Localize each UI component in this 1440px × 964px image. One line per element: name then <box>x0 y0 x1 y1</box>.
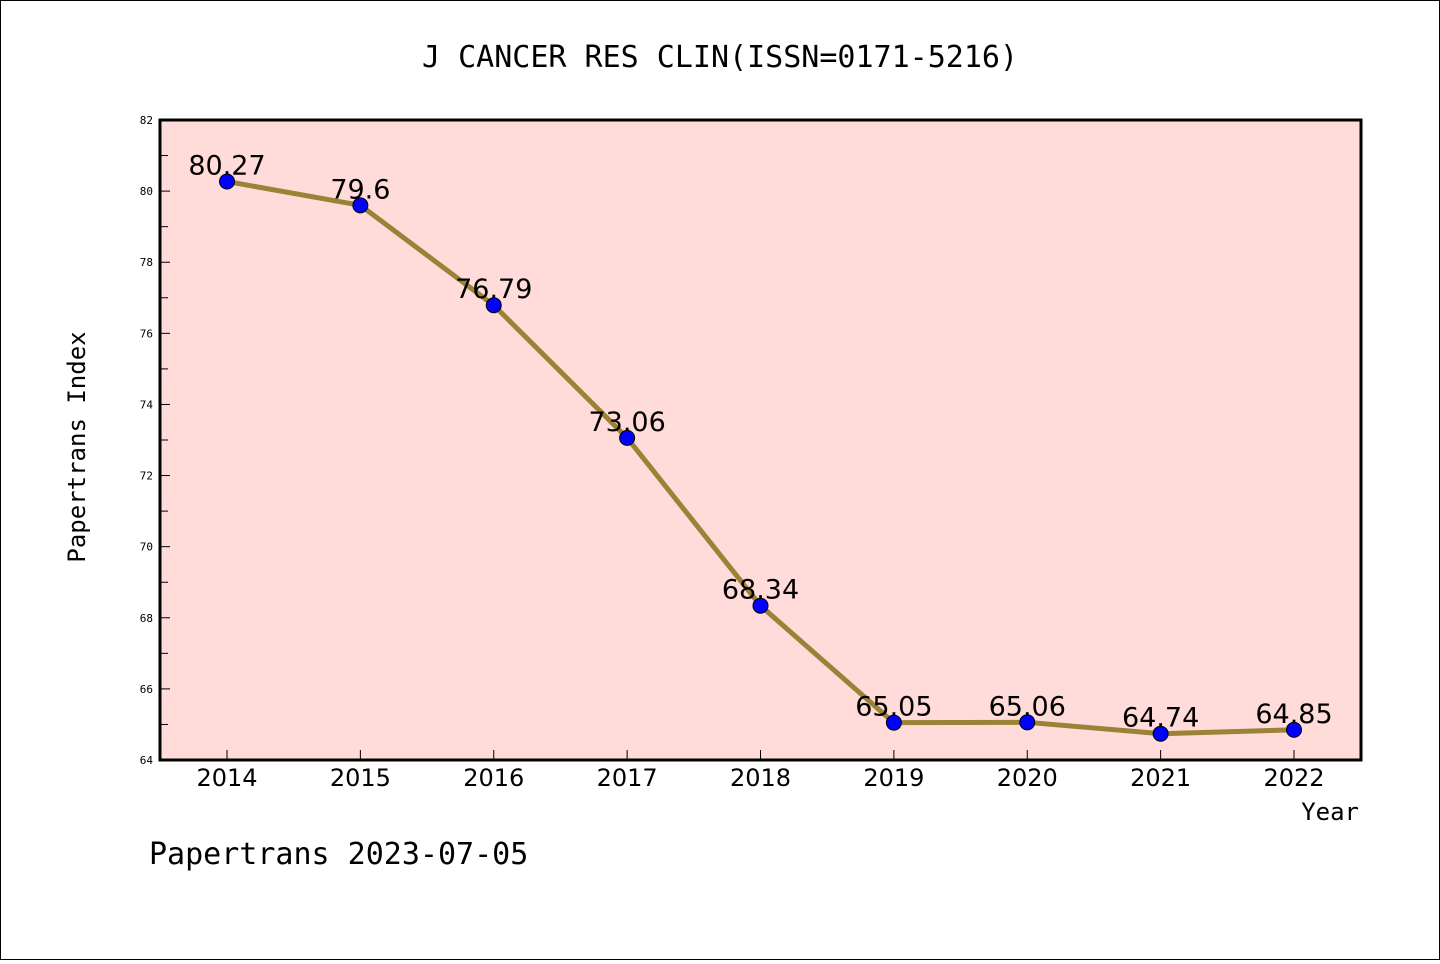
y-tick-label: 66 <box>140 683 153 696</box>
data-label: 80.27 <box>188 151 265 182</box>
x-tick-label: 2015 <box>330 764 391 792</box>
data-point <box>1019 714 1036 731</box>
data-point <box>352 197 369 214</box>
x-axis-label: Year <box>1301 798 1359 826</box>
y-tick-label: 80 <box>140 185 153 198</box>
y-tick-label: 68 <box>140 612 153 625</box>
x-tick-label: 2022 <box>1263 764 1324 792</box>
data-label: 76.79 <box>455 274 532 305</box>
series-group <box>219 173 1302 742</box>
data-point <box>219 173 235 190</box>
y-tick-label: 72 <box>140 470 153 483</box>
data-label: 64.85 <box>1255 699 1332 730</box>
y-tick-label: 78 <box>140 256 153 269</box>
plot-area <box>158 118 1363 762</box>
y-tick-label: 76 <box>140 327 153 340</box>
y-tick-label: 64 <box>140 754 154 767</box>
data-point <box>1286 721 1302 738</box>
x-axis: 2014 2015 2016 2017 2018 2019 2020 2021 2022 <box>196 750 1325 792</box>
data-label: 68.34 <box>722 575 799 606</box>
data-label: 64.74 <box>1122 703 1199 734</box>
chart-title: J CANCER RES CLIN(ISSN=0171-5216) <box>422 40 1018 75</box>
data-point <box>1152 725 1169 742</box>
data-label: 79.6 <box>330 174 390 205</box>
x-tick-label: 2020 <box>997 764 1058 792</box>
x-tick-label: 2016 <box>463 764 524 792</box>
x-tick-label: 2021 <box>1130 764 1191 792</box>
y-tick-label: 70 <box>140 541 153 554</box>
data-labels: 80.27 79.6 76.79 73.06 68.34 65.05 65.06 64.74 6… <box>188 151 1332 734</box>
footer-text: Papertrans 2023-07-05 <box>149 837 528 872</box>
y-axis-label: Papertrans Index <box>63 331 91 562</box>
data-point <box>485 297 502 314</box>
x-tick-label: 2019 <box>863 764 924 792</box>
data-point <box>752 597 769 614</box>
x-tick-label: 2017 <box>597 764 658 792</box>
y-tick-label: 74 <box>140 398 154 411</box>
data-label: 65.05 <box>855 692 932 723</box>
x-tick-label: 2014 <box>196 764 257 792</box>
data-label: 65.06 <box>989 691 1066 722</box>
y-tick-label: 82 <box>140 114 153 127</box>
data-point <box>619 429 636 446</box>
x-tick-label: 2018 <box>730 764 791 792</box>
data-label: 73.06 <box>588 407 665 438</box>
y-axis: 64 66 68 70 72 74 76 78 80 82 <box>140 114 170 767</box>
data-point <box>885 714 902 731</box>
